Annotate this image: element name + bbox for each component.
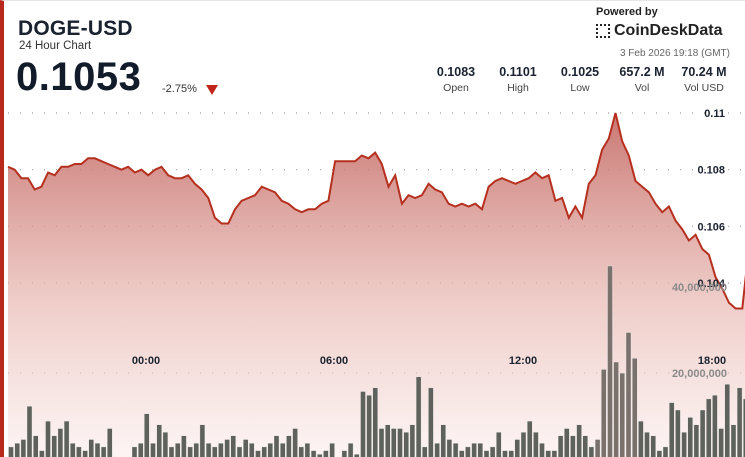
brand-logo[interactable]: CoinDeskData <box>596 22 722 40</box>
stat-label: Low <box>570 82 590 94</box>
svg-text:40,000,000: 40,000,000 <box>672 282 727 294</box>
stat-value: 657.2 M <box>619 65 665 79</box>
stat-value: 0.1083 <box>436 65 476 79</box>
current-price: 0.1053 <box>16 55 142 99</box>
stat-open: 0.1083 Open <box>425 65 487 94</box>
svg-text:00:00: 00:00 <box>132 355 160 367</box>
price-line <box>7 112 745 310</box>
timestamp: 3 Feb 2026 19:18 (GMT) <box>619 48 730 59</box>
chart-subtitle: 24 Hour Chart <box>19 40 92 52</box>
stat-vol: 657.2 M Vol <box>611 65 673 94</box>
price-change: -2.75% <box>162 83 197 95</box>
svg-text:0.11: 0.11 <box>704 108 725 120</box>
svg-text:06:00: 06:00 <box>320 355 348 367</box>
stat-value: 0.1025 <box>560 65 600 79</box>
stat-label: Open <box>443 82 469 94</box>
stat-label: Vol <box>634 82 650 94</box>
coindesk-logo-icon <box>596 24 610 38</box>
powered-by-label: Powered by <box>596 6 658 18</box>
svg-text:18:00: 18:00 <box>698 355 726 367</box>
down-arrow-icon <box>206 85 218 95</box>
stat-vol-usd: 70.24 M Vol USD <box>673 65 735 94</box>
stat-label: Vol USD <box>684 82 724 94</box>
volume-bars <box>8 265 745 457</box>
stat-value: 0.1101 <box>499 65 537 79</box>
svg-text:0.104: 0.104 <box>697 278 725 290</box>
svg-text:12:00: 12:00 <box>509 355 537 367</box>
stat-high: 0.1101 High <box>487 65 549 94</box>
stat-low: 0.1025 Low <box>549 65 611 94</box>
brand-name: CoinDeskData <box>614 22 723 39</box>
stat-value: 70.24 M <box>681 65 727 79</box>
symbol-title: DOGE-USD <box>18 17 133 40</box>
stats-row: 0.1083 Open 0.1101 High 0.1025 Low 657.2… <box>425 65 735 94</box>
svg-text:20,000,000: 20,000,000 <box>672 368 727 380</box>
svg-text:0.106: 0.106 <box>697 221 725 233</box>
svg-text:0.108: 0.108 <box>697 165 725 177</box>
stat-label: High <box>507 82 529 94</box>
